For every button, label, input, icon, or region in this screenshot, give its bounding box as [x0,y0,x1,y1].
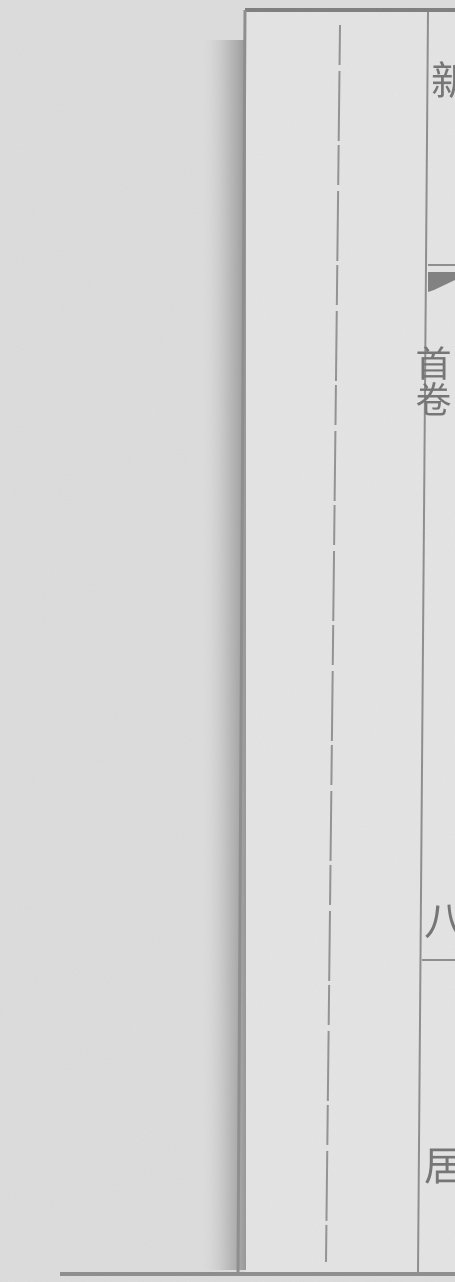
grain [0,0,455,1282]
page: 新 首卷 八 居 (() => { const data = JSON.pars… [0,0,455,1282]
scan: 新 首卷 八 居 [0,0,455,1282]
